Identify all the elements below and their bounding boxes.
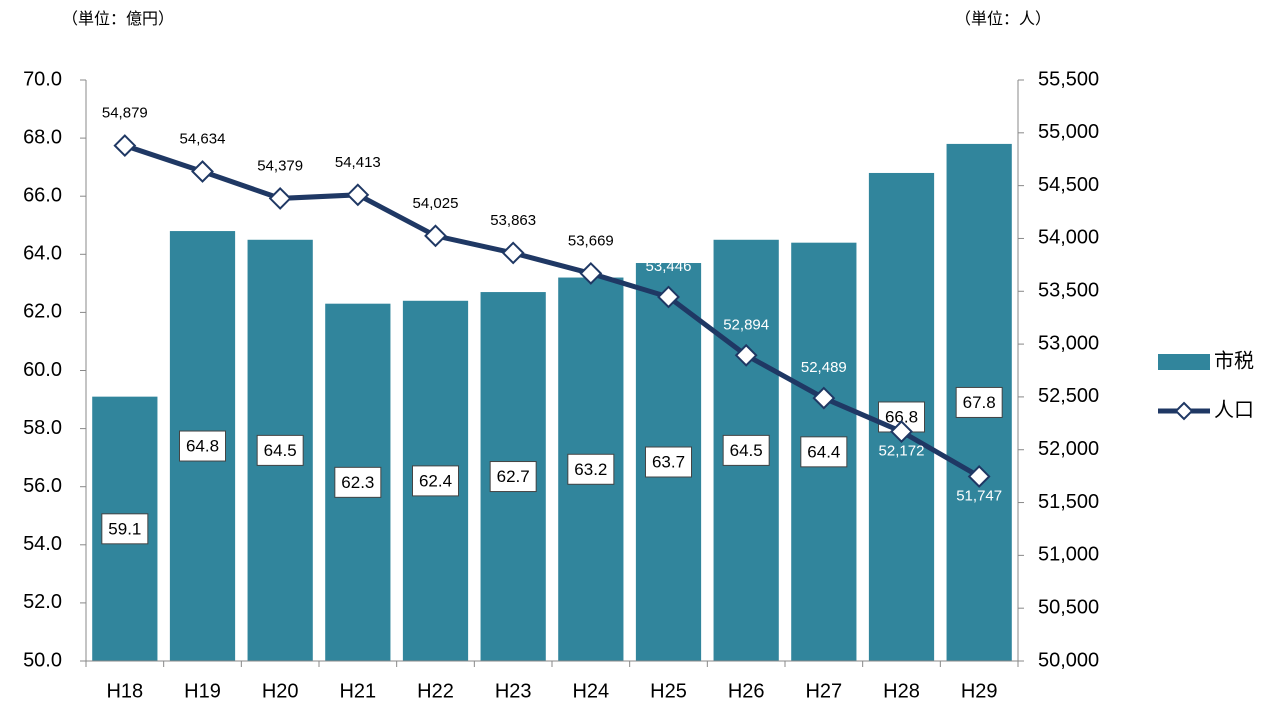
line-marker (268, 187, 292, 210)
legend-label: 市税 (1214, 349, 1254, 372)
y2-tick-label: 55,000 (1038, 121, 1099, 143)
data-label-box (645, 446, 692, 478)
y-tick-label: 52.0 (23, 591, 62, 613)
x-tick-label: H18 (106, 680, 143, 702)
line-marker (424, 224, 447, 248)
x-tick-label: H27 (805, 680, 842, 702)
y-tick-label: 58.0 (23, 417, 62, 439)
y2-tick-label: 52,500 (1038, 385, 1099, 407)
y2-tick-label: 51,500 (1038, 491, 1099, 513)
line-marker (191, 160, 214, 183)
line-marker (812, 386, 836, 410)
data-label: 64.5 (264, 441, 297, 460)
data-label: 54,379 (257, 157, 303, 174)
y2-tick-label: 54,000 (1038, 227, 1099, 249)
unit-right: （単位：人） (955, 10, 1051, 28)
y2-tick-label: 55,500 (1038, 68, 1099, 90)
line-marker (734, 343, 758, 367)
data-label: 62.7 (497, 467, 530, 486)
data-label: 62.4 (419, 471, 452, 490)
y-tick-label: 66.0 (23, 184, 62, 206)
legend-swatch (1174, 401, 1194, 421)
data-label: 59.1 (108, 519, 141, 538)
data-label: 53,863 (490, 212, 536, 229)
data-label: 63.2 (574, 460, 607, 479)
data-label-box (412, 465, 459, 497)
data-label: 52,894 (723, 316, 769, 333)
line-marker (890, 420, 913, 443)
x-tick-label: H29 (961, 680, 998, 702)
data-label: 54,879 (102, 105, 148, 122)
x-tick-label: H19 (184, 680, 221, 702)
data-label: 64.4 (807, 442, 840, 461)
data-label: 54,634 (180, 130, 226, 147)
y-tick-label: 62.0 (23, 301, 62, 323)
line (124, 143, 981, 479)
data-label-box (722, 434, 770, 466)
data-label: 53,669 (568, 232, 614, 249)
data-label-box (256, 434, 304, 466)
line-marker (579, 262, 603, 285)
x-tick-label: H28 (883, 680, 920, 702)
y-tick-label: 64.0 (23, 243, 62, 265)
x-tick-label: H23 (495, 680, 532, 702)
legend-swatch (1158, 354, 1210, 370)
data-label: 53,446 (646, 258, 692, 275)
data-label-box (800, 436, 848, 468)
y2-tick-label: 50,000 (1038, 649, 1099, 671)
data-label-box (334, 466, 382, 498)
y2-tick-label: 54,500 (1038, 174, 1099, 196)
data-label: 67.8 (963, 393, 996, 412)
data-label-box (955, 386, 1003, 418)
legend-label: 人口 (1214, 398, 1254, 421)
data-label: 54,413 (335, 154, 381, 171)
data-label: 52,489 (801, 359, 847, 376)
x-tick-label: H22 (417, 680, 454, 702)
x-tick-label: H21 (339, 680, 376, 702)
y-tick-label: 56.0 (23, 475, 62, 497)
data-label: 64.8 (186, 437, 219, 456)
data-label: 66.8 (885, 407, 918, 426)
y2-tick-label: 50,500 (1038, 596, 1099, 618)
y-tick-label: 54.0 (23, 533, 62, 555)
data-label-box (567, 453, 615, 485)
data-label: 54,025 (413, 195, 459, 212)
data-label-box (101, 513, 149, 545)
data-label: 64.5 (730, 441, 763, 460)
y2-tick-label: 52,000 (1038, 438, 1099, 460)
unit-left: （単位：億円） (62, 10, 174, 28)
data-label-box (179, 430, 226, 462)
x-tick-label: H24 (572, 680, 609, 702)
y2-tick-label: 53,000 (1038, 332, 1099, 354)
y-tick-label: 68.0 (23, 126, 62, 148)
y2-tick-label: 51,000 (1038, 544, 1099, 566)
data-label-box (489, 461, 537, 493)
line-marker (501, 241, 525, 265)
y-tick-label: 50.0 (23, 649, 62, 671)
line-marker (346, 183, 370, 207)
y-tick-label: 60.0 (23, 359, 62, 381)
y-tick-label: 70.0 (23, 68, 62, 90)
line-marker (967, 465, 991, 488)
data-label: 62.3 (341, 473, 374, 492)
data-label: 52,172 (879, 443, 925, 460)
y2-tick-label: 53,500 (1038, 280, 1099, 302)
data-label: 63.7 (652, 452, 685, 471)
line-marker (657, 285, 680, 309)
line-marker (113, 134, 137, 158)
x-tick-label: H26 (728, 680, 765, 702)
data-label: 51,747 (956, 487, 1002, 504)
x-tick-label: H20 (262, 680, 299, 702)
x-tick-label: H25 (650, 680, 687, 702)
